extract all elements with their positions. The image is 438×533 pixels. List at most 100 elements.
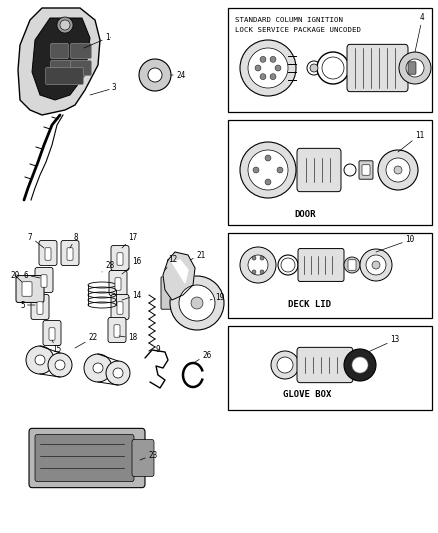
Text: 20: 20: [10, 271, 22, 282]
Ellipse shape: [248, 255, 268, 275]
Ellipse shape: [170, 276, 224, 330]
Polygon shape: [172, 260, 188, 283]
Ellipse shape: [84, 354, 112, 382]
Ellipse shape: [386, 158, 410, 182]
Ellipse shape: [260, 74, 266, 79]
Text: 1: 1: [84, 34, 110, 48]
Ellipse shape: [366, 255, 386, 275]
Text: .: .: [108, 31, 110, 40]
Ellipse shape: [277, 167, 283, 173]
Bar: [228, 233, 432, 318]
Ellipse shape: [252, 256, 256, 260]
Ellipse shape: [372, 261, 380, 269]
Text: 12: 12: [165, 255, 177, 270]
Bar: [228, 120, 432, 225]
FancyBboxPatch shape: [297, 148, 341, 192]
FancyBboxPatch shape: [51, 43, 68, 59]
Bar: [228, 326, 432, 410]
Ellipse shape: [265, 155, 271, 161]
Text: 26: 26: [195, 351, 211, 362]
Text: 5: 5: [20, 301, 35, 310]
Text: DOOR: DOOR: [294, 210, 316, 219]
FancyBboxPatch shape: [408, 62, 416, 74]
Ellipse shape: [344, 257, 360, 273]
Ellipse shape: [275, 65, 281, 71]
Ellipse shape: [240, 142, 296, 198]
FancyBboxPatch shape: [115, 278, 121, 290]
Ellipse shape: [179, 285, 215, 321]
FancyBboxPatch shape: [117, 302, 123, 314]
Ellipse shape: [260, 256, 264, 260]
Polygon shape: [32, 18, 90, 100]
FancyBboxPatch shape: [111, 295, 129, 319]
FancyBboxPatch shape: [161, 277, 173, 309]
Text: 3: 3: [90, 84, 117, 95]
Ellipse shape: [26, 346, 54, 374]
FancyBboxPatch shape: [111, 246, 129, 270]
Text: 24: 24: [171, 70, 185, 79]
FancyBboxPatch shape: [37, 302, 43, 314]
FancyBboxPatch shape: [51, 60, 71, 76]
FancyBboxPatch shape: [71, 60, 91, 76]
FancyBboxPatch shape: [39, 240, 57, 265]
Ellipse shape: [35, 355, 45, 365]
Ellipse shape: [106, 361, 130, 385]
Ellipse shape: [270, 74, 276, 79]
Ellipse shape: [248, 150, 288, 190]
Bar: [228, 8, 432, 112]
Ellipse shape: [252, 270, 256, 274]
Ellipse shape: [93, 363, 103, 373]
Ellipse shape: [270, 56, 276, 62]
FancyBboxPatch shape: [298, 248, 344, 281]
Text: 4: 4: [415, 13, 424, 52]
FancyBboxPatch shape: [35, 268, 53, 293]
Ellipse shape: [48, 353, 72, 377]
FancyBboxPatch shape: [16, 276, 44, 302]
FancyBboxPatch shape: [46, 67, 83, 85]
Text: 14: 14: [122, 290, 141, 300]
Text: 21: 21: [190, 251, 205, 260]
FancyBboxPatch shape: [67, 248, 73, 260]
Text: 15: 15: [52, 340, 61, 354]
Ellipse shape: [344, 164, 356, 176]
Text: 7: 7: [28, 232, 44, 248]
Text: 28: 28: [102, 261, 114, 272]
Text: 10: 10: [376, 236, 414, 252]
Ellipse shape: [310, 64, 318, 72]
Ellipse shape: [394, 166, 402, 174]
FancyBboxPatch shape: [31, 295, 49, 319]
Text: 6: 6: [24, 271, 40, 279]
Ellipse shape: [55, 360, 65, 370]
Ellipse shape: [322, 57, 344, 79]
Ellipse shape: [360, 249, 392, 281]
Ellipse shape: [240, 247, 276, 283]
FancyBboxPatch shape: [43, 320, 61, 345]
Ellipse shape: [148, 68, 162, 82]
Ellipse shape: [139, 59, 171, 91]
Ellipse shape: [191, 297, 203, 309]
Text: 19: 19: [210, 293, 224, 302]
FancyBboxPatch shape: [35, 434, 134, 481]
Ellipse shape: [352, 357, 368, 373]
Text: DECK LID: DECK LID: [289, 300, 332, 309]
Ellipse shape: [113, 368, 123, 378]
Text: 18: 18: [119, 334, 137, 343]
Ellipse shape: [255, 65, 261, 71]
FancyBboxPatch shape: [29, 429, 145, 488]
Ellipse shape: [278, 255, 298, 275]
FancyBboxPatch shape: [117, 253, 123, 265]
Text: 13: 13: [368, 335, 399, 352]
Text: 8: 8: [70, 232, 79, 248]
Text: STANDARD COLUMN IGNITION: STANDARD COLUMN IGNITION: [235, 17, 343, 23]
Ellipse shape: [307, 61, 321, 75]
FancyBboxPatch shape: [362, 165, 370, 175]
Ellipse shape: [406, 59, 424, 77]
Ellipse shape: [277, 357, 293, 373]
Ellipse shape: [60, 20, 70, 30]
FancyBboxPatch shape: [297, 348, 353, 383]
Ellipse shape: [253, 167, 259, 173]
FancyBboxPatch shape: [108, 318, 126, 342]
Ellipse shape: [240, 40, 296, 96]
Text: 16: 16: [122, 257, 141, 274]
FancyBboxPatch shape: [49, 328, 55, 340]
